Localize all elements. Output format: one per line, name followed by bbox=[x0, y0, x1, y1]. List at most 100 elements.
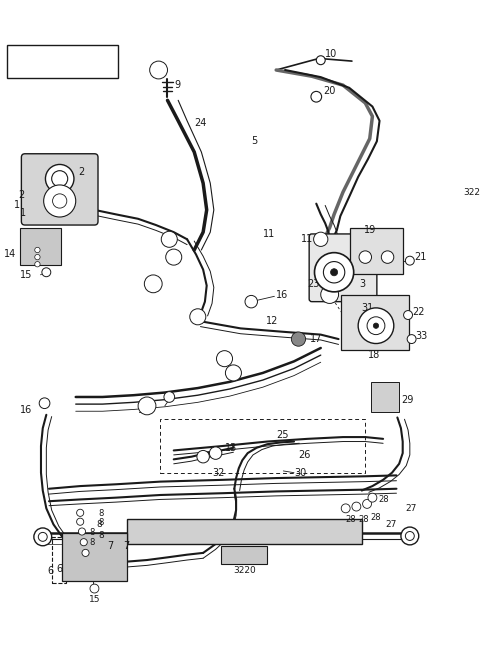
Text: 22: 22 bbox=[412, 308, 425, 318]
Text: 15: 15 bbox=[20, 270, 32, 280]
Text: 28: 28 bbox=[358, 515, 369, 524]
Circle shape bbox=[362, 499, 372, 509]
Circle shape bbox=[407, 335, 416, 343]
Circle shape bbox=[46, 164, 74, 193]
Circle shape bbox=[144, 275, 162, 293]
Text: 1: 1 bbox=[20, 208, 26, 217]
Text: 3: 3 bbox=[316, 276, 323, 286]
Circle shape bbox=[321, 286, 338, 304]
Text: 5: 5 bbox=[251, 137, 257, 147]
Text: NOTE: NOTE bbox=[12, 68, 39, 77]
Text: 6: 6 bbox=[48, 566, 53, 575]
Circle shape bbox=[90, 584, 99, 593]
Circle shape bbox=[406, 532, 414, 540]
Text: 4: 4 bbox=[171, 253, 176, 262]
FancyBboxPatch shape bbox=[309, 234, 377, 302]
Text: B: B bbox=[326, 290, 333, 299]
FancyBboxPatch shape bbox=[341, 294, 409, 350]
Text: 11: 11 bbox=[263, 229, 275, 239]
Circle shape bbox=[77, 518, 84, 525]
Bar bbox=[52, 537, 66, 583]
Text: 30: 30 bbox=[294, 467, 306, 478]
Text: 3: 3 bbox=[222, 354, 227, 363]
Circle shape bbox=[352, 502, 361, 511]
Text: A: A bbox=[150, 279, 156, 288]
Text: 3220: 3220 bbox=[463, 188, 480, 196]
Text: B: B bbox=[144, 401, 150, 410]
Text: 26: 26 bbox=[299, 450, 311, 460]
Text: 15: 15 bbox=[89, 595, 101, 604]
Text: 4: 4 bbox=[167, 235, 172, 244]
Circle shape bbox=[34, 528, 52, 546]
Text: THE NO.: THE NO. bbox=[12, 52, 48, 61]
Circle shape bbox=[245, 296, 257, 308]
Circle shape bbox=[358, 308, 394, 343]
Text: 24: 24 bbox=[194, 119, 206, 129]
Text: 27: 27 bbox=[385, 520, 396, 529]
Circle shape bbox=[313, 232, 328, 247]
Text: 17: 17 bbox=[310, 334, 323, 344]
Text: 8: 8 bbox=[98, 530, 104, 540]
Bar bbox=[160, 419, 365, 473]
Circle shape bbox=[138, 397, 156, 415]
Text: 21: 21 bbox=[414, 252, 427, 262]
Text: 1: 1 bbox=[81, 54, 85, 60]
Text: 9: 9 bbox=[175, 80, 181, 90]
Text: 16: 16 bbox=[138, 405, 150, 415]
Circle shape bbox=[291, 332, 306, 346]
FancyBboxPatch shape bbox=[371, 382, 399, 412]
Circle shape bbox=[35, 247, 40, 253]
Bar bbox=[221, 546, 267, 564]
Text: 28: 28 bbox=[379, 495, 389, 504]
Circle shape bbox=[406, 256, 414, 265]
Circle shape bbox=[82, 550, 89, 556]
Circle shape bbox=[80, 538, 87, 546]
Text: 4: 4 bbox=[101, 54, 106, 60]
Text: 11: 11 bbox=[301, 234, 313, 244]
Circle shape bbox=[197, 450, 209, 463]
Circle shape bbox=[216, 351, 232, 367]
Text: 10: 10 bbox=[325, 49, 337, 59]
Text: 2: 2 bbox=[19, 190, 25, 200]
Circle shape bbox=[324, 262, 345, 283]
Text: 2: 2 bbox=[78, 166, 84, 176]
Circle shape bbox=[359, 251, 372, 263]
Text: A: A bbox=[156, 66, 162, 74]
Circle shape bbox=[404, 310, 412, 320]
Text: 31: 31 bbox=[361, 303, 373, 313]
Text: 8: 8 bbox=[89, 528, 95, 537]
Circle shape bbox=[373, 323, 379, 328]
Bar bbox=[127, 519, 362, 544]
Text: 18: 18 bbox=[368, 350, 380, 360]
Text: 16: 16 bbox=[276, 290, 288, 300]
FancyBboxPatch shape bbox=[21, 227, 61, 265]
Circle shape bbox=[78, 528, 85, 535]
Text: 1: 1 bbox=[231, 369, 236, 377]
Circle shape bbox=[311, 91, 322, 102]
Circle shape bbox=[44, 185, 76, 217]
Text: 33: 33 bbox=[415, 332, 427, 341]
Circle shape bbox=[39, 398, 50, 408]
Text: ~: ~ bbox=[88, 52, 96, 62]
Text: 12: 12 bbox=[265, 316, 278, 326]
Circle shape bbox=[341, 504, 350, 512]
Text: 3: 3 bbox=[359, 279, 365, 289]
Circle shape bbox=[53, 194, 67, 208]
Text: 28: 28 bbox=[346, 515, 356, 524]
FancyBboxPatch shape bbox=[350, 227, 403, 274]
Circle shape bbox=[381, 251, 394, 263]
Circle shape bbox=[190, 309, 206, 325]
Text: 29: 29 bbox=[401, 394, 413, 404]
Text: 14: 14 bbox=[4, 249, 16, 259]
Circle shape bbox=[150, 61, 168, 79]
Circle shape bbox=[161, 231, 177, 247]
Text: 7: 7 bbox=[123, 541, 129, 551]
Bar bbox=[7, 45, 119, 78]
Text: 4: 4 bbox=[61, 50, 70, 63]
Text: 27: 27 bbox=[406, 504, 417, 513]
Circle shape bbox=[314, 253, 354, 292]
Circle shape bbox=[35, 262, 40, 267]
Text: 16: 16 bbox=[20, 405, 32, 415]
Text: 8: 8 bbox=[96, 520, 102, 529]
Text: 13: 13 bbox=[225, 443, 237, 453]
